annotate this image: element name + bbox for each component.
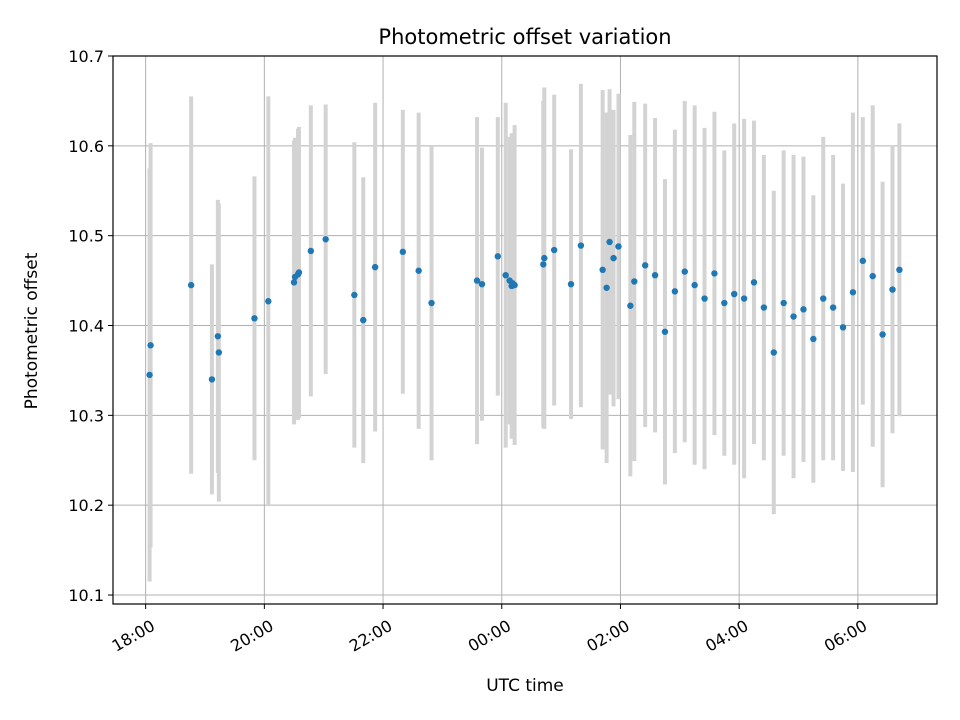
data-point [800,306,807,313]
data-point [829,304,837,311]
data-point [701,295,708,302]
data-point [214,333,222,340]
data-point [641,262,649,269]
y-tick-label: 10.3 [68,406,104,425]
data-point [631,278,638,285]
plot-frame [112,55,938,605]
error-bars [147,83,902,582]
y-tick-label: 10.6 [68,137,104,156]
data-point [603,284,610,291]
data-point [295,269,303,276]
y-tick-label: 10.5 [68,227,104,246]
data-point [567,280,575,288]
data-point [740,295,748,302]
x-tick-label: 20:00 [227,616,276,656]
data-point [360,316,367,324]
data-point [541,254,548,262]
data-point [770,349,777,356]
y-tick-label: 10.4 [68,317,104,336]
data-point [627,302,634,309]
data-point [896,266,903,274]
data-point [760,304,768,311]
x-axis-label: UTC time [486,676,564,696]
data-point [265,298,272,305]
data-point [610,254,617,262]
x-tick-label: 18:00 [109,616,158,656]
data-point [849,289,857,296]
data-point [415,267,422,274]
data-point [869,272,876,280]
data-point [511,281,518,289]
data-point [691,281,698,289]
data-point [478,280,486,288]
data-point [711,270,718,277]
data-point [473,277,481,284]
y-axis-label: Photometric offset [22,252,42,409]
data-point [494,253,501,260]
x-axis-ticks: 18:00 20:00 22:00 00:00 02:00 04:00 06:00 [109,604,870,656]
chart-title: Photometric offset variation [378,25,671,49]
data-point [606,238,613,246]
data-point [615,243,622,250]
data-point [780,299,787,307]
data-point [577,242,585,249]
data-point [147,342,154,349]
y-tick-label: 10.2 [68,496,104,515]
x-tick-label: 02:00 [583,616,632,656]
data-point [839,324,847,331]
data-point [889,286,896,293]
x-tick-label: 22:00 [346,616,395,656]
x-tick-label: 04:00 [702,616,751,656]
data-points [146,236,903,383]
x-tick-label: 00:00 [465,616,514,656]
data-point [307,247,315,255]
data-point [879,331,886,338]
data-point [208,376,216,383]
data-point [550,246,558,254]
data-point [810,335,817,343]
data-point [661,328,669,335]
data-point [251,315,258,322]
data-point [322,236,329,243]
data-point [215,349,223,356]
data-point [731,290,738,298]
y-axis-ticks: 10.1 10.2 10.3 10.4 10.5 10.6 10.7 [68,47,113,605]
y-tick-label: 10.1 [68,586,104,605]
data-point [371,263,379,271]
data-point [651,272,659,279]
data-point [599,266,606,274]
data-point [428,299,435,307]
data-point [399,248,407,256]
data-point [290,279,298,286]
x-tick-label: 06:00 [821,616,870,656]
data-point [790,313,797,320]
data-point [146,371,153,379]
data-point [187,281,195,289]
data-point [351,291,358,299]
data-point [750,279,758,286]
data-point [681,268,688,275]
data-point [859,257,867,265]
data-point [721,299,728,307]
data-point [671,288,679,295]
data-point [502,272,509,279]
y-tick-label: 10.7 [68,47,104,66]
data-point [820,295,827,302]
data-point [540,261,547,268]
